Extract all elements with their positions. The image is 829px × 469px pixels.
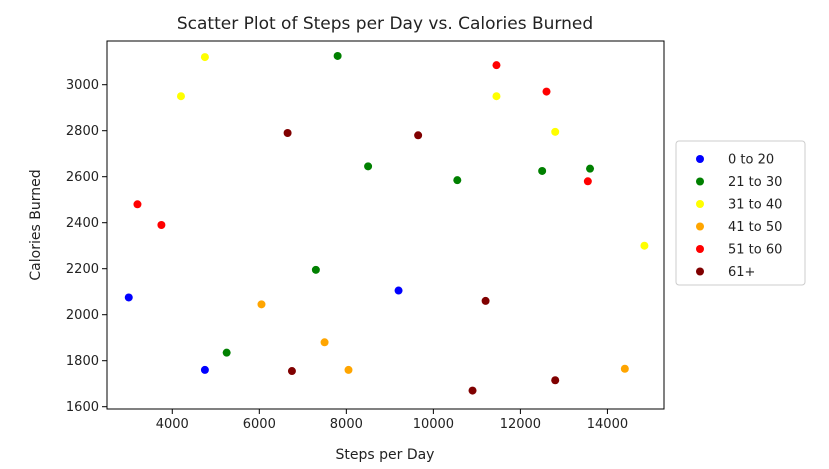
data-point	[538, 166, 547, 175]
legend: 0 to 20 21 to 30 31 to 40 41 to 50 51 to 60 6…	[675, 140, 806, 286]
x-tick-label: 6000	[243, 417, 276, 432]
data-point	[414, 131, 423, 140]
x-tick-label: 8000	[330, 417, 363, 432]
legend-marker	[696, 200, 704, 208]
plot-points	[124, 51, 649, 395]
data-point	[481, 296, 490, 305]
legend-label: 0 to 20	[728, 153, 774, 168]
x-tick-label: 10000	[413, 417, 454, 432]
data-point	[222, 348, 231, 357]
legend-label: 61+	[728, 265, 755, 280]
data-point	[468, 386, 477, 395]
data-point	[176, 92, 185, 101]
data-point	[200, 53, 209, 62]
y-axis-ticks: 1600 1800 2000 2200 2400 2600 2800 3000	[66, 78, 107, 415]
data-point	[320, 338, 329, 347]
data-point	[551, 127, 560, 136]
y-tick-label: 2400	[66, 216, 99, 231]
legend-label: 21 to 30	[728, 175, 782, 190]
legend-marker	[696, 222, 704, 231]
data-point	[542, 87, 551, 96]
data-point	[640, 241, 649, 250]
legend-marker	[696, 245, 704, 253]
data-point	[157, 221, 166, 229]
data-point	[492, 61, 501, 70]
legend-marker	[696, 267, 704, 276]
x-tick-label: 4000	[156, 417, 189, 432]
legend-label: 51 to 60	[728, 243, 782, 258]
legend-marker	[696, 177, 704, 186]
y-tick-label: 2000	[66, 308, 99, 323]
y-tick-label: 1600	[66, 400, 99, 415]
data-point	[453, 176, 462, 185]
y-tick-label: 2800	[66, 124, 99, 139]
data-point	[620, 364, 629, 373]
data-point	[311, 265, 320, 274]
data-point	[492, 92, 501, 101]
data-point	[586, 164, 595, 173]
y-tick-label: 3000	[66, 78, 99, 93]
legend-label: 41 to 50	[728, 220, 782, 235]
x-axis-ticks: 4000 6000 8000 10000 12000 14000	[156, 409, 628, 432]
data-point	[257, 300, 266, 309]
data-point	[287, 367, 296, 376]
data-point	[124, 293, 133, 302]
x-tick-label: 12000	[500, 417, 541, 432]
data-point	[551, 376, 560, 385]
data-point	[283, 129, 292, 137]
x-tick-label: 14000	[587, 417, 628, 432]
legend-marker	[696, 155, 704, 163]
legend-box	[675, 140, 806, 286]
data-point	[364, 162, 373, 171]
data-point	[133, 200, 142, 209]
data-point	[200, 365, 209, 374]
data-point	[333, 51, 342, 60]
plot-area	[106, 40, 665, 410]
y-tick-label: 2600	[66, 170, 99, 185]
y-tick-label: 2200	[66, 262, 99, 277]
y-tick-label: 1800	[66, 354, 99, 369]
chart-title: Scatter Plot of Steps per Day vs. Calori…	[177, 14, 593, 34]
data-point	[344, 365, 353, 374]
legend-label: 31 to 40	[728, 198, 782, 213]
x-axis-label: Steps per Day	[336, 447, 435, 463]
y-axis-label: Calories Burned	[28, 169, 44, 280]
data-point	[583, 177, 592, 186]
data-point	[394, 286, 403, 295]
